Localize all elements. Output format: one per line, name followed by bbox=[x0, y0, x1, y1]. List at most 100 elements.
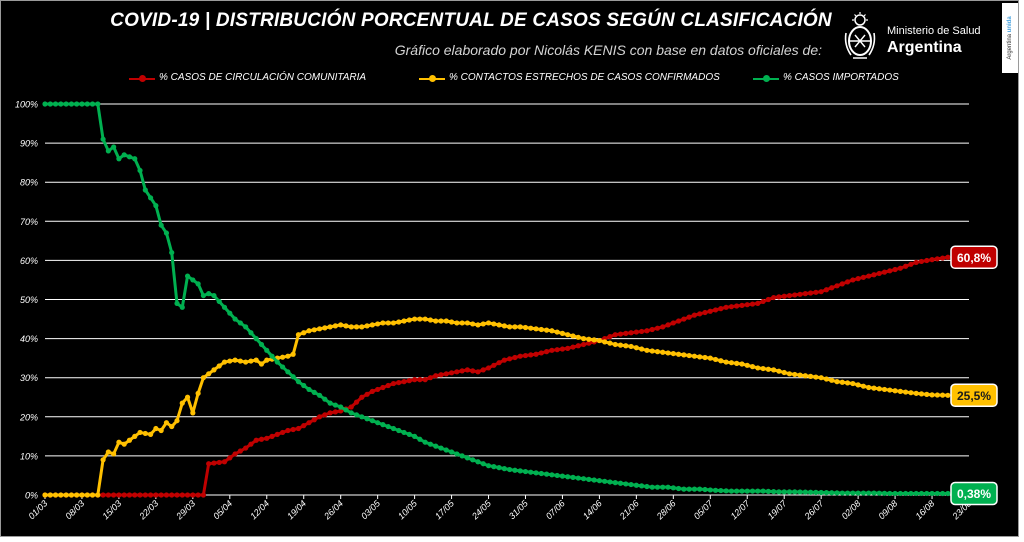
data-point-importados bbox=[158, 222, 164, 228]
x-tick-label: 24/05 bbox=[469, 498, 493, 522]
data-point-contactos bbox=[132, 433, 138, 439]
data-point-comunitaria bbox=[913, 259, 919, 265]
data-point-comunitaria bbox=[570, 344, 576, 350]
ministry-label: Ministerio de Salud bbox=[887, 25, 981, 37]
data-point-comunitaria bbox=[765, 296, 771, 303]
data-point-comunitaria bbox=[544, 349, 550, 355]
data-point-comunitaria bbox=[744, 302, 750, 308]
data-point-comunitaria bbox=[639, 328, 645, 335]
data-point-importados bbox=[686, 486, 692, 492]
data-point-contactos bbox=[248, 358, 254, 364]
data-point-contactos bbox=[158, 427, 164, 434]
data-point-comunitaria bbox=[797, 291, 803, 297]
data-point-comunitaria bbox=[311, 417, 317, 423]
data-point-importados bbox=[174, 300, 180, 307]
data-point-contactos bbox=[190, 410, 196, 416]
data-point-importados bbox=[258, 341, 265, 348]
data-point-comunitaria bbox=[818, 289, 824, 295]
data-point-contactos bbox=[665, 350, 671, 356]
data-point-importados bbox=[280, 364, 286, 370]
data-point-comunitaria bbox=[903, 263, 909, 269]
data-point-comunitaria bbox=[665, 322, 671, 328]
data-point-contactos bbox=[232, 357, 238, 363]
chart-subtitle: Gráfico elaborado por Nicolás KENIS con … bbox=[394, 42, 822, 58]
data-point-importados bbox=[575, 475, 581, 481]
y-tick-label: 70% bbox=[20, 217, 38, 227]
data-point-contactos bbox=[316, 326, 323, 332]
data-point-contactos bbox=[438, 318, 444, 324]
data-point-importados bbox=[332, 402, 338, 408]
data-point-contactos bbox=[834, 379, 840, 385]
data-point-importados bbox=[79, 101, 85, 107]
data-point-contactos bbox=[89, 492, 96, 498]
chart-legend: % CASOS DE CIRCULACIÓN COMUNITARIA % CON… bbox=[1, 71, 1018, 87]
data-point-contactos bbox=[369, 322, 375, 328]
data-point-importados bbox=[422, 439, 428, 445]
data-point-contactos bbox=[137, 429, 143, 436]
data-point-contactos bbox=[216, 363, 222, 369]
data-point-contactos bbox=[427, 317, 434, 323]
data-point-comunitaria bbox=[301, 423, 307, 429]
data-point-contactos bbox=[829, 377, 835, 383]
end-label-comunitaria: 60,8% bbox=[950, 245, 998, 270]
data-point-importados bbox=[554, 472, 560, 479]
data-point-importados bbox=[739, 488, 745, 494]
data-point-comunitaria bbox=[802, 291, 808, 297]
data-point-contactos bbox=[332, 323, 338, 329]
data-point-comunitaria bbox=[158, 492, 164, 498]
data-point-contactos bbox=[390, 320, 397, 326]
data-point-importados bbox=[802, 489, 808, 495]
data-point-contactos bbox=[639, 346, 645, 352]
data-point-contactos bbox=[237, 358, 243, 364]
end-label-text-comunitaria: 60,8% bbox=[957, 251, 991, 265]
data-point-comunitaria bbox=[871, 272, 877, 278]
end-label-text-contactos: 25,5% bbox=[957, 389, 991, 403]
data-point-contactos bbox=[876, 386, 882, 392]
data-point-importados bbox=[628, 481, 634, 488]
data-point-contactos bbox=[221, 359, 228, 365]
data-point-comunitaria bbox=[227, 455, 233, 461]
data-point-comunitaria bbox=[755, 300, 761, 307]
data-point-importados bbox=[887, 490, 893, 497]
data-point-contactos bbox=[184, 394, 191, 400]
data-point-comunitaria bbox=[206, 461, 212, 467]
data-point-contactos bbox=[623, 343, 629, 349]
series-line-importados bbox=[45, 102, 948, 496]
data-point-comunitaria bbox=[549, 347, 555, 353]
data-point-comunitaria bbox=[512, 354, 518, 361]
x-tick-label: 26/04 bbox=[321, 498, 345, 522]
data-point-comunitaria bbox=[327, 410, 333, 416]
data-point-importados bbox=[211, 292, 217, 299]
legend-label-importados: % CASOS IMPORTADOS bbox=[783, 72, 899, 83]
legend-dot-importados bbox=[763, 75, 770, 82]
data-point-contactos bbox=[771, 367, 777, 373]
data-point-comunitaria bbox=[813, 289, 819, 295]
data-point-comunitaria bbox=[248, 441, 254, 447]
data-point-importados bbox=[829, 490, 835, 496]
data-point-contactos bbox=[808, 373, 814, 379]
data-point-importados bbox=[74, 101, 80, 107]
data-point-contactos bbox=[544, 327, 550, 333]
data-point-importados bbox=[338, 404, 344, 410]
data-point-contactos bbox=[691, 353, 698, 359]
data-point-importados bbox=[670, 485, 676, 491]
data-point-contactos bbox=[311, 327, 317, 333]
data-point-comunitaria bbox=[580, 341, 587, 348]
data-point-comunitaria bbox=[280, 429, 286, 436]
data-point-comunitaria bbox=[633, 329, 639, 335]
data-point-importados bbox=[660, 484, 666, 490]
data-point-importados bbox=[623, 481, 629, 487]
data-point-importados bbox=[221, 304, 228, 310]
data-point-comunitaria bbox=[427, 375, 434, 381]
data-point-contactos bbox=[744, 362, 750, 368]
data-point-importados bbox=[649, 484, 655, 490]
data-point-importados bbox=[227, 310, 233, 316]
data-point-contactos bbox=[169, 423, 175, 430]
data-point-comunitaria bbox=[412, 377, 418, 383]
data-point-contactos bbox=[74, 492, 80, 498]
data-point-contactos bbox=[734, 360, 740, 366]
data-point-contactos bbox=[765, 366, 771, 372]
data-point-comunitaria bbox=[258, 436, 265, 442]
data-point-comunitaria bbox=[554, 347, 560, 353]
data-point-importados bbox=[232, 316, 238, 322]
